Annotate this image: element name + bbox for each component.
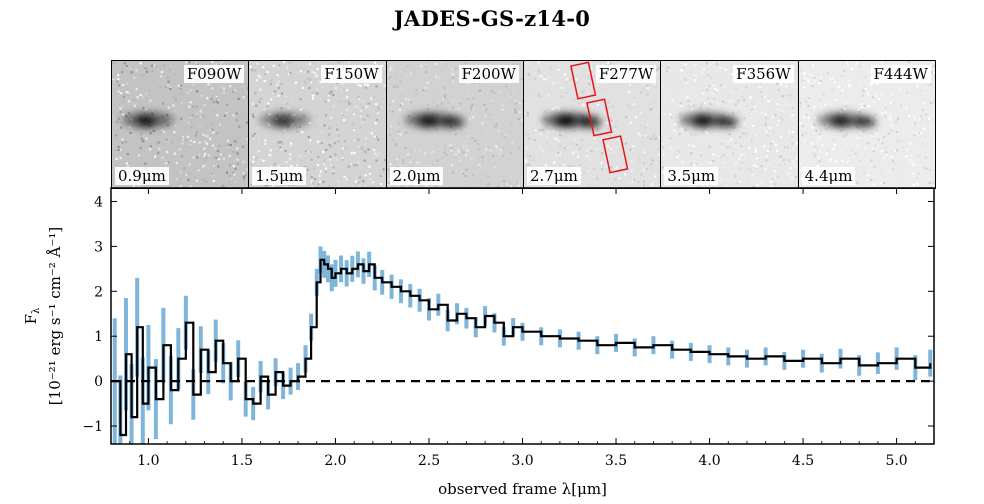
galaxy-blob <box>259 112 312 128</box>
image-stamp-strip: F090W 0.9μm F150W 1.5μm F200W 2.0μm F277… <box>111 60 936 189</box>
stamp-wavelength-label: 2.0μm <box>389 167 444 185</box>
stamp-filter-label: F356W <box>733 65 794 83</box>
stamp-image <box>249 61 386 188</box>
y-tick-label: 2 <box>94 284 103 300</box>
y-tick-label: 4 <box>94 194 103 210</box>
y-axis-units: [10⁻²¹ erg s⁻¹ cm⁻² Å⁻¹] <box>46 227 64 405</box>
stamp-image <box>661 61 798 188</box>
stamp-f150w: F150W 1.5μm <box>249 61 387 188</box>
x-tick-label: 1.5 <box>231 453 253 469</box>
stamp-filter-label: F090W <box>183 65 245 83</box>
x-axis-label: observed frame λ[μm] <box>438 480 607 498</box>
slit-shutter <box>586 98 613 137</box>
stamp-wavelength-label: 1.5μm <box>252 167 307 185</box>
x-tick-label: 1.0 <box>137 453 159 469</box>
y-tick-label: 0 <box>94 374 103 390</box>
slit-shutter <box>602 135 629 174</box>
galaxy-blob <box>816 112 877 128</box>
y-tick-label: 3 <box>94 239 103 255</box>
x-tick-label: 2.0 <box>324 453 346 469</box>
stamp-filter-label: F150W <box>321 65 382 83</box>
stamp-filter-label: F277W <box>595 65 657 83</box>
galaxy-blob <box>404 112 465 128</box>
x-tick-label: 4.0 <box>698 453 720 469</box>
plot-frame <box>110 187 935 445</box>
stamp-wavelength-label: 2.7μm <box>526 167 581 185</box>
stamp-f356w: F356W 3.5μm <box>661 61 799 188</box>
stamp-filter-label: F200W <box>458 65 519 83</box>
slit-shutter <box>570 61 597 100</box>
stamp-f277w: F277W 2.7μm <box>523 61 662 188</box>
galaxy-blob <box>679 112 739 128</box>
y-axis-label-subscript: λ <box>31 307 42 314</box>
galaxy-blob <box>121 112 174 128</box>
stamp-wavelength-label: 0.9μm <box>115 167 169 185</box>
stamp-f444w: F444W 4.4μm <box>798 61 935 188</box>
x-tick-label: 4.5 <box>792 453 814 469</box>
y-axis-label: Fλ <box>22 307 42 324</box>
stamp-f090w: F090W 0.9μm <box>112 61 250 188</box>
spectrum-line <box>114 258 932 437</box>
x-tick-label: 3.5 <box>605 453 627 469</box>
y-tick-label: 1 <box>94 329 103 345</box>
galaxy-blob <box>541 112 602 128</box>
y-tick-label: −1 <box>82 419 103 435</box>
x-tick-label: 3.0 <box>511 453 533 469</box>
x-tick-label: 2.5 <box>418 453 440 469</box>
stamp-wavelength-label: 3.5μm <box>664 167 719 185</box>
stamp-wavelength-label: 4.4μm <box>801 167 856 185</box>
nirspec-slit-shutters <box>570 61 629 174</box>
stamp-f200w: F200W 2.0μm <box>386 61 524 188</box>
stamp-filter-label: F444W <box>870 65 931 83</box>
page-title: JADES-GS-z14-0 <box>393 6 591 31</box>
x-tick-label: 5.0 <box>885 453 907 469</box>
